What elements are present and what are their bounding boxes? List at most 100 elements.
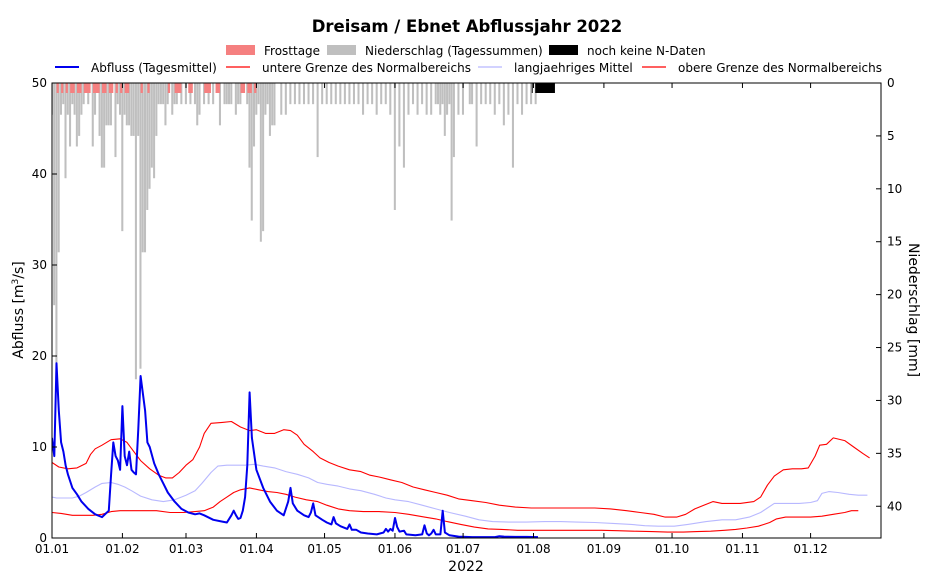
precip-bar — [203, 83, 206, 105]
precip-bar — [302, 83, 306, 105]
precip-bar — [143, 83, 147, 253]
x-tick-label: 01.01 — [35, 542, 69, 556]
precip-bar — [239, 83, 242, 105]
precip-bar — [132, 83, 135, 136]
precip-bar — [298, 83, 301, 105]
x-tick-label: 01.11 — [725, 542, 759, 556]
y-tick-label-left: 0 — [39, 531, 47, 545]
precip-bar — [398, 83, 401, 147]
y-tick-label-right: 30 — [887, 393, 902, 407]
legend-swatch — [549, 45, 578, 55]
precip-bar — [343, 83, 346, 105]
precip-bar — [98, 83, 101, 136]
precip-bar — [207, 83, 210, 105]
precip-bar — [443, 83, 446, 136]
legend-label: Frosttage — [264, 44, 320, 58]
precip-bar — [484, 83, 487, 105]
legend-label: Niederschlag (Tagessummen) — [365, 44, 543, 58]
precip-bar — [371, 83, 374, 105]
precip-bar — [511, 83, 514, 168]
precip-bar — [55, 83, 58, 380]
precip-bar — [103, 83, 106, 168]
precip-bar — [150, 83, 153, 168]
x-tick-label: 01.04 — [239, 542, 273, 556]
frost-day-bar — [56, 83, 59, 93]
precip-bar — [439, 83, 442, 115]
precip-bar — [141, 83, 144, 253]
precip-bar — [66, 83, 69, 115]
frost-day-bar — [254, 83, 257, 93]
precip-bar — [248, 83, 251, 168]
precip-bar — [271, 83, 274, 126]
precip-bar — [196, 83, 199, 126]
y-tick-label-left: 10 — [32, 440, 47, 454]
precip-bar — [100, 83, 103, 168]
legend-label: Abfluss (Tagesmittel) — [91, 61, 217, 75]
precip-bar — [316, 83, 319, 158]
precip-bar — [107, 83, 110, 126]
x-tick-label: 01.06 — [378, 542, 412, 556]
y-tick-label-right: 10 — [887, 182, 902, 196]
precip-bar — [57, 83, 60, 253]
precip-bar — [436, 83, 440, 105]
precip-bar — [407, 83, 410, 115]
x-tick-label: 01.02 — [105, 542, 139, 556]
series-line — [52, 420, 870, 518]
y-tick-label-left: 20 — [32, 349, 47, 363]
precip-bar — [384, 83, 387, 105]
precip-bar — [189, 83, 192, 105]
precip-bar — [121, 83, 124, 232]
precip-bar — [480, 83, 483, 105]
x-tick-label: 01.03 — [169, 542, 203, 556]
precip-bar — [416, 83, 419, 115]
y-tick-label-right: 40 — [887, 499, 902, 513]
precip-bar — [498, 83, 501, 105]
frost-day-bar — [76, 83, 82, 93]
precip-bar — [159, 83, 162, 105]
x-tick-label: 01.12 — [793, 542, 827, 556]
y-axis-label-left-sup: 3 — [11, 279, 21, 285]
precip-bar — [330, 83, 333, 105]
precip-bar — [284, 83, 287, 115]
x-tick-label: 01.10 — [655, 542, 689, 556]
legend-label: obere Grenze des Normalbereichs — [678, 61, 882, 75]
precip-bar — [114, 83, 117, 158]
frost-day-bar — [124, 83, 130, 93]
precip-bar — [475, 83, 478, 147]
precip-bar — [128, 83, 131, 126]
precip-bar — [375, 83, 378, 115]
plot-area: 01.01 01.02 01.03 01.04 01.05 01.06 01.07 01.08… — [32, 76, 903, 556]
precip-bar — [230, 83, 233, 105]
precip-bar — [493, 83, 496, 115]
precip-bar — [257, 83, 260, 105]
precip-bar — [75, 83, 78, 147]
precip-bar — [389, 83, 392, 115]
precip-bar — [321, 83, 324, 105]
frost-day-bar — [120, 83, 123, 93]
precip-bar — [73, 83, 76, 115]
precip-bar — [134, 83, 137, 380]
frost-day-bar — [83, 83, 91, 93]
y-tick-label-left: 30 — [32, 258, 47, 272]
precip-bar — [293, 83, 296, 105]
precip-bar — [69, 83, 72, 147]
precip-bar — [471, 83, 474, 105]
y-tick-label-right: 20 — [887, 288, 902, 302]
precip-bar — [425, 83, 428, 115]
frost-day-bar — [108, 83, 114, 93]
precip-bar — [146, 83, 149, 210]
precip-bar — [246, 83, 249, 105]
precip-bar — [166, 83, 169, 105]
precip-bar — [175, 83, 178, 105]
plot-marks — [52, 83, 870, 538]
precip-bar — [352, 83, 355, 105]
frost-day-bar — [215, 83, 221, 93]
precip-bar — [516, 83, 519, 105]
precip-bar — [80, 83, 83, 115]
precip-bar — [123, 83, 126, 115]
frost-day-bar — [174, 83, 182, 93]
precip-bar — [461, 83, 465, 115]
precip-bar — [139, 83, 142, 369]
frost-day-bar — [101, 83, 107, 93]
